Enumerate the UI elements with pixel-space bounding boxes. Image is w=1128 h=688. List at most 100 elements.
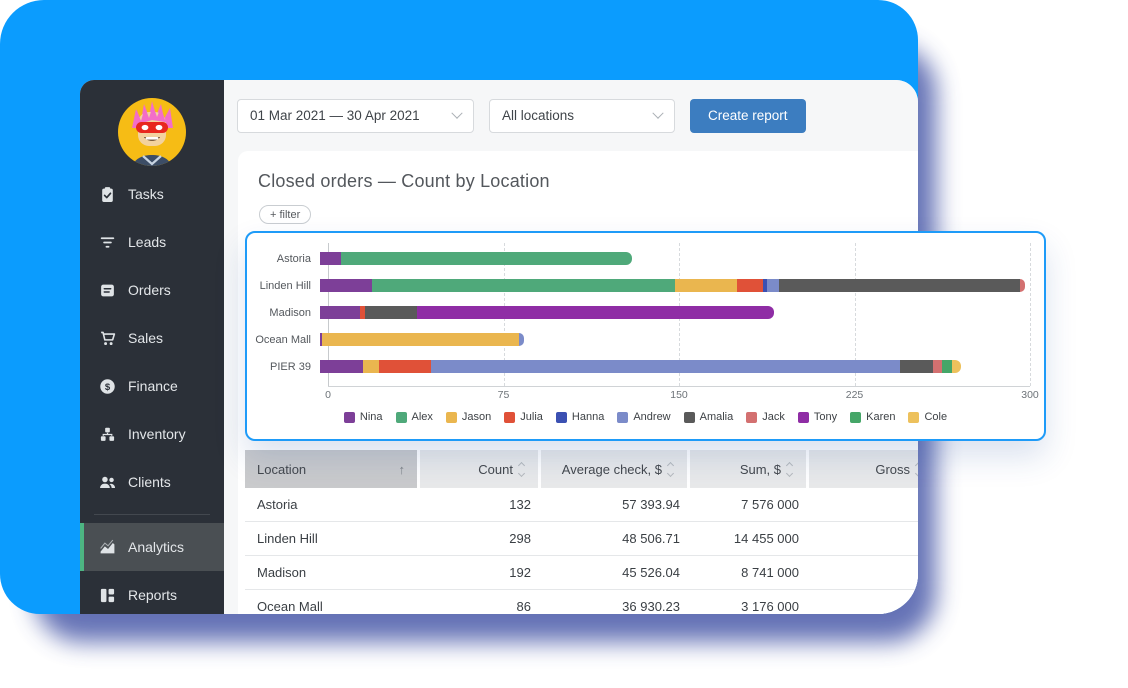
location-select[interactable]: All locations [489, 98, 675, 133]
chart-row-label: Astoria [276, 252, 311, 265]
bar-segment-nina[interactable] [320, 360, 363, 373]
chevron-down-icon [451, 107, 463, 119]
topbar: 01 Mar 2021 — 30 Apr 2021 All locations … [224, 80, 918, 151]
bar-segment-julia[interactable] [360, 306, 365, 319]
bar-segment-jack[interactable] [1020, 279, 1026, 292]
sort-carets-icon [517, 461, 526, 477]
cell-count: 86 [516, 599, 531, 614]
chart-gridline [1030, 243, 1031, 386]
bar-segment-julia[interactable] [379, 360, 432, 373]
cell-average-check: 36 930.23 [622, 599, 680, 614]
legend-item-jason[interactable]: Jason [445, 411, 491, 423]
legend-swatch [850, 411, 862, 423]
sidebar-item-orders[interactable]: Orders [80, 266, 224, 314]
cell-sum: 3 176 000 [741, 599, 799, 614]
bar-segment-andrew[interactable] [431, 360, 900, 373]
sidebar-item-finance[interactable]: $ Finance [80, 362, 224, 410]
sort-carets-icon [785, 461, 794, 477]
bar-segment-cole[interactable] [951, 360, 962, 373]
legend-label: Tony [813, 411, 838, 423]
legend-swatch [617, 411, 629, 423]
chart-card: Astoria Linden Hill Madison Ocean Mall PIER … [245, 231, 1046, 441]
add-filter-chip[interactable]: + filter [259, 205, 312, 224]
cell-count: 298 [509, 531, 531, 546]
table-row-astoria[interactable]: Astoria 132 57 393.94 7 576 000 [245, 488, 918, 522]
cell-average-check: 57 393.94 [622, 497, 680, 512]
sidebar-item-reports[interactable]: Reports [80, 571, 224, 614]
sort-asc-icon: ↑ [398, 461, 406, 477]
legend-item-nina[interactable]: Nina [343, 411, 383, 423]
cell-location: Linden Hill [257, 531, 318, 546]
column-header-count[interactable]: Count [420, 450, 538, 488]
sidebar-item-analytics[interactable]: Analytics [80, 523, 224, 571]
sidebar-item-label: Leads [128, 234, 167, 250]
legend-swatch [395, 411, 407, 423]
column-header-location[interactable]: Location ↑ [245, 450, 417, 488]
bar-segment-nina[interactable] [320, 252, 342, 265]
cell-average-check: 48 506.71 [622, 531, 680, 546]
bar-segment-andrew[interactable] [518, 333, 524, 346]
chart-axis-ticks: 0 75 150 225 300 [325, 389, 1039, 403]
column-header-gross[interactable]: Gross [809, 450, 918, 488]
legend-label: Amalia [699, 411, 734, 423]
bar-segment-nina[interactable] [320, 279, 373, 292]
bar-track [320, 306, 1030, 319]
bar-segment-jason[interactable] [322, 333, 519, 346]
sidebar-item-leads[interactable]: Leads [80, 218, 224, 266]
legend-item-tony[interactable]: Tony [797, 411, 838, 423]
sidebar-item-clients[interactable]: Clients [80, 458, 224, 506]
date-range-value: 01 Mar 2021 — 30 Apr 2021 [250, 108, 420, 123]
inventory-icon [99, 426, 116, 443]
bar-segment-alex[interactable] [341, 252, 633, 265]
date-range-select[interactable]: 01 Mar 2021 — 30 Apr 2021 [237, 98, 474, 133]
table-row-ocean-mall[interactable]: Ocean Mall 86 36 930.23 3 176 000 [245, 590, 918, 614]
legend-item-hanna[interactable]: Hanna [555, 411, 604, 423]
bar-segment-jason[interactable] [674, 279, 737, 292]
bar-segment-nina[interactable] [320, 333, 323, 346]
cell-sum: 7 576 000 [741, 497, 799, 512]
svg-text:$: $ [105, 381, 111, 392]
sidebar-item-label: Inventory [128, 426, 186, 442]
sort-carets-icon [666, 461, 675, 477]
legend-item-cole[interactable]: Cole [908, 411, 947, 423]
table-row-madison[interactable]: Madison 192 45 526.04 8 741 000 [245, 556, 918, 590]
legend-item-karen[interactable]: Karen [850, 411, 895, 423]
column-header-sum[interactable]: Sum, $ [690, 450, 806, 488]
chart-row-astoria: Astoria [247, 245, 1044, 272]
legend-label: Jack [762, 411, 785, 423]
legend-item-jack[interactable]: Jack [746, 411, 785, 423]
chart-axis-tick: 75 [497, 389, 510, 401]
bar-segment-alex[interactable] [372, 279, 675, 292]
bar-segment-tony[interactable] [417, 306, 775, 319]
results-table: Location ↑ Count Average check, $ Sum, $ Gros… [245, 450, 918, 614]
chart-rows: Astoria Linden Hill Madison Ocean Mall PIER … [247, 245, 1044, 380]
chart-axis-line [328, 386, 1030, 387]
bar-segment-nina[interactable] [320, 306, 361, 319]
legend-item-andrew[interactable]: Andrew [617, 411, 671, 423]
bar-segment-amalia[interactable] [364, 306, 417, 319]
sidebar-item-tasks[interactable]: Tasks [80, 170, 224, 218]
sidebar-item-inventory[interactable]: Inventory [80, 410, 224, 458]
column-header-label: Sum, $ [739, 461, 781, 477]
avatar[interactable] [116, 96, 188, 168]
column-header-average-check[interactable]: Average check, $ [541, 450, 687, 488]
sidebar-item-sales[interactable]: Sales [80, 314, 224, 362]
clients-icon [99, 474, 116, 491]
bar-segment-jason[interactable] [362, 360, 380, 373]
bar-segment-amalia[interactable] [899, 360, 933, 373]
legend-item-alex[interactable]: Alex [395, 411, 433, 423]
legend-item-julia[interactable]: Julia [504, 411, 543, 423]
table-row-linden-hill[interactable]: Linden Hill 298 48 506.71 14 455 000 [245, 522, 918, 556]
sidebar-item-label: Sales [128, 330, 164, 346]
bar-segment-andrew[interactable] [767, 279, 780, 292]
bar-segment-julia[interactable] [736, 279, 763, 292]
legend-item-amalia[interactable]: Amalia [683, 411, 734, 423]
bar-track [320, 252, 1030, 265]
bar-segment-karen[interactable] [942, 360, 952, 373]
create-report-button[interactable]: Create report [690, 98, 806, 133]
bar-segment-jack[interactable] [932, 360, 943, 373]
sidebar: Tasks Leads Orders Sales $ Finance Inventory Cl… [80, 80, 224, 614]
bar-segment-hanna[interactable] [762, 279, 768, 292]
bar-segment-amalia[interactable] [779, 279, 1021, 292]
